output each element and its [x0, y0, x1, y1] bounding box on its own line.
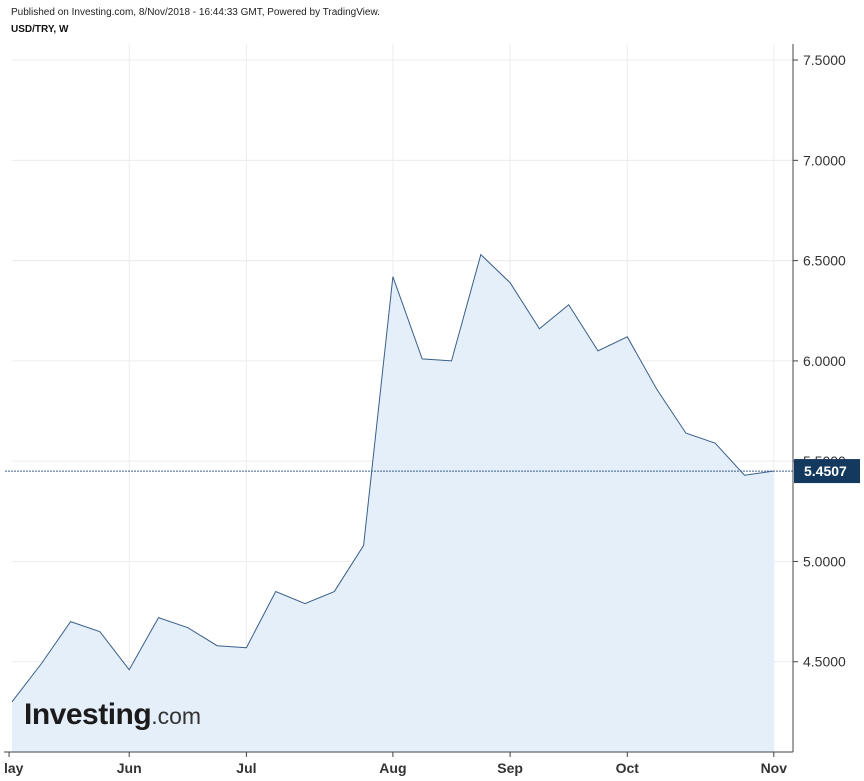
logo-brand: Investing — [24, 698, 152, 731]
y-tick-label: 6.0000 — [803, 353, 846, 369]
symbol-title: USD/TRY, W — [11, 24, 69, 35]
axes — [4, 44, 794, 753]
investing-logo: Investing.com — [24, 698, 201, 732]
x-tick-label: Jul — [236, 760, 256, 776]
last-price-label-text: 5.4507 — [804, 463, 847, 479]
x-tick-label: Aug — [379, 760, 406, 776]
price-area-fill — [12, 254, 774, 752]
x-axis-ticks: lay Jun Jul Aug Sep Oct Nov — [4, 752, 787, 776]
last-price-label-bg — [794, 459, 860, 484]
x-tick-label: lay — [4, 760, 24, 776]
y-tick-label: 7.0000 — [803, 152, 846, 168]
y-tick-label: 7.5000 — [803, 52, 846, 68]
x-tick-label: Oct — [616, 760, 640, 776]
price-line[interactable] — [11, 253, 774, 703]
x-tick-label: Jun — [117, 760, 142, 776]
y-tick-label: 4.5000 — [803, 654, 846, 670]
y-axis-ticks: 4.50005.00005.50006.00006.50007.00007.50… — [793, 52, 846, 670]
x-tick-label: Nov — [761, 760, 788, 776]
y-tick-label: 6.5000 — [803, 253, 846, 269]
last-price-label: 5.4507 — [794, 459, 860, 484]
logo-suffix: .com — [151, 703, 202, 729]
x-tick-label: Sep — [497, 760, 523, 776]
publication-note: Published on Investing.com, 8/Nov/2018 -… — [11, 7, 380, 18]
y-tick-label: 5.0000 — [803, 553, 846, 569]
